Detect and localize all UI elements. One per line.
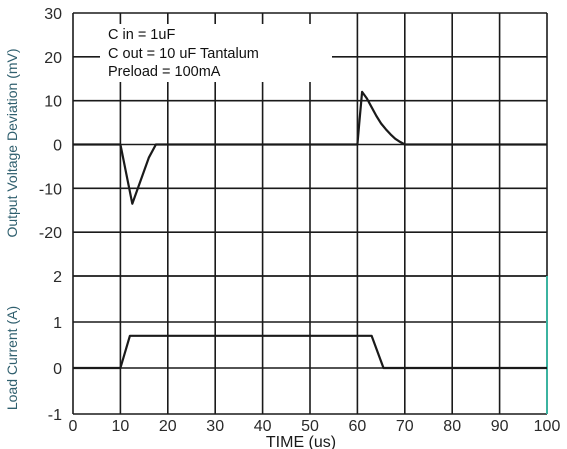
x-tick-label: 0	[69, 418, 78, 435]
top-y-tick-label: 30	[44, 6, 62, 23]
bottom-panel-grid	[72, 275, 548, 415]
bottom-y-tick-label: -1	[48, 407, 62, 424]
x-tick-label: 40	[254, 418, 272, 435]
top-y-tick-label: 20	[44, 50, 62, 67]
x-tick-label: 80	[443, 418, 461, 435]
annotation-cout: C out = 10 uF Tantalum	[108, 46, 259, 62]
bottom-y-tick-label: 1	[53, 315, 62, 332]
bottom-y-tick-label: 2	[53, 269, 62, 286]
x-tick-label: 30	[206, 418, 224, 435]
x-tick-label: 90	[491, 418, 509, 435]
x-tick-label: 100	[534, 418, 561, 435]
annotation-cin: C in = 1uF	[108, 27, 175, 43]
annotation-preload: Preload = 100mA	[108, 64, 221, 80]
x-tick-labels: 0 10 20 30 40 50 60 70 80 90 100	[69, 418, 561, 435]
load-current-line	[73, 334, 547, 370]
bottom-y-tick-labels: 2 1 0 -1	[48, 269, 62, 424]
bottom-y-axis-label: Load Current (A)	[4, 306, 20, 410]
voltage-deviation-line	[73, 90, 547, 205]
x-axis-label: TIME (us)	[266, 434, 336, 449]
x-tick-label: 20	[159, 418, 177, 435]
top-y-tick-label: 10	[44, 94, 62, 111]
annotation-box	[100, 24, 332, 82]
top-y-tick-label: -10	[39, 181, 62, 198]
x-tick-label: 60	[349, 418, 367, 435]
top-y-tick-label: 0	[53, 138, 62, 155]
bottom-y-tick-label: 0	[53, 361, 62, 378]
top-y-tick-label: -20	[39, 225, 62, 242]
x-tick-label: 50	[301, 418, 319, 435]
x-tick-label: 70	[396, 418, 414, 435]
top-y-axis-label: Output Voltage Deviation (mV)	[4, 48, 20, 237]
top-y-tick-labels: 30 20 10 0 -10 -20	[39, 6, 62, 242]
x-tick-label: 10	[112, 418, 130, 435]
